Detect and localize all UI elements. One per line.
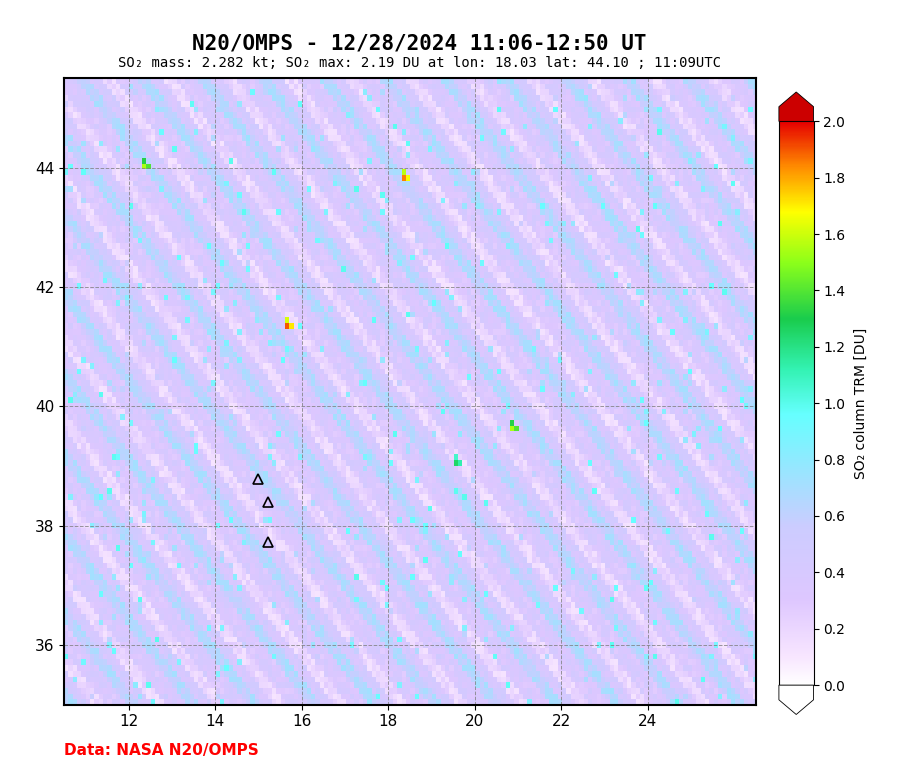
Text: N20/OMPS - 12/28/2024 11:06-12:50 UT: N20/OMPS - 12/28/2024 11:06-12:50 UT [192,34,646,54]
Text: SO₂ mass: 2.282 kt; SO₂ max: 2.19 DU at lon: 18.03 lat: 44.10 ; 11:09UTC: SO₂ mass: 2.282 kt; SO₂ max: 2.19 DU at … [118,56,721,70]
Y-axis label: SO₂ column TRM [DU]: SO₂ column TRM [DU] [854,327,867,479]
Text: Data: NASA N20/OMPS: Data: NASA N20/OMPS [64,743,259,758]
